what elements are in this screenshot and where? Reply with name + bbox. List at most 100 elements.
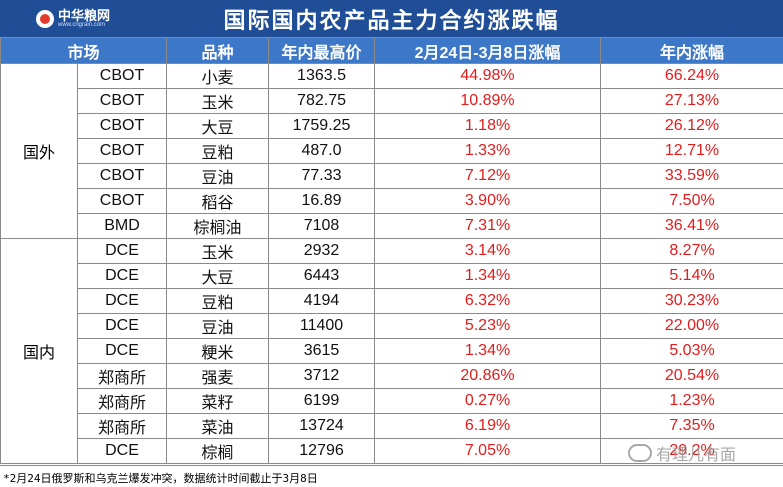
exchange-cell: 郑商所	[76, 363, 168, 389]
ytd-change-cell: 7.35%	[600, 413, 783, 439]
footnote: *2月24日俄罗斯和乌克兰爆发冲突，数据统计时间截止于3月8日	[0, 465, 783, 487]
product-cell: 豆粕	[166, 288, 270, 314]
exchange-cell: CBOT	[76, 163, 168, 189]
column-header: 年内最高价	[268, 37, 376, 64]
page-title: 国际国内农产品主力合约涨跌幅	[223, 7, 560, 33]
table-row: DCE 大豆 6443 1.34% 5.14%	[1, 263, 783, 289]
table-row: 郑商所 菜油 13724 6.19% 7.35%	[1, 413, 783, 439]
exchange-cell: 郑商所	[76, 388, 168, 414]
period-change-cell: 7.31%	[374, 213, 602, 239]
high-price-cell: 77.33	[268, 163, 376, 189]
exchange-cell: 郑商所	[76, 413, 168, 439]
futures-table: 市场 品种 年内最高价 2月24日-3月8日涨幅 年内涨幅 国外 CBOT 小麦 1363.5…	[0, 37, 783, 464]
table-row: CBOT 大豆 1759.25 1.18% 26.12%	[1, 113, 783, 139]
ytd-change-cell: 33.59%	[600, 163, 783, 189]
product-cell: 豆粕	[166, 138, 270, 164]
title-banner: 中华粮网 www.cngrain.com 国际国内农产品主力合约涨跌幅	[0, 0, 783, 37]
market-group-cell: 国内	[0, 238, 78, 464]
high-price-cell: 16.89	[268, 188, 376, 214]
product-cell: 菜籽	[166, 388, 270, 414]
product-cell: 粳米	[166, 338, 270, 364]
high-price-cell: 3712	[268, 363, 376, 389]
high-price-cell: 6443	[268, 263, 376, 289]
ytd-change-cell: 20.54%	[600, 363, 783, 389]
period-change-cell: 7.12%	[374, 163, 602, 189]
ytd-change-cell: 22.00%	[600, 313, 783, 339]
table-row: 郑商所 强麦 3712 20.86% 20.54%	[1, 363, 783, 389]
table-row: DCE 豆油 11400 5.23% 22.00%	[1, 313, 783, 339]
period-change-cell: 10.89%	[374, 88, 602, 114]
column-header: 市场	[0, 37, 168, 64]
high-price-cell: 3615	[268, 338, 376, 364]
product-cell: 强麦	[166, 363, 270, 389]
exchange-cell: BMD	[76, 213, 168, 239]
product-cell: 小麦	[166, 63, 270, 89]
high-price-cell: 2932	[268, 238, 376, 264]
logo: 中华粮网 www.cngrain.com	[36, 6, 110, 32]
table-row: CBOT 玉米 782.75 10.89% 27.13%	[1, 88, 783, 114]
high-price-cell: 11400	[268, 313, 376, 339]
ytd-change-cell: 7.50%	[600, 188, 783, 214]
high-price-cell: 4194	[268, 288, 376, 314]
period-change-cell: 6.32%	[374, 288, 602, 314]
high-price-cell: 13724	[268, 413, 376, 439]
exchange-cell: DCE	[76, 288, 168, 314]
column-header: 2月24日-3月8日涨幅	[374, 37, 602, 64]
ytd-change-cell: 5.03%	[600, 338, 783, 364]
product-cell: 稻谷	[166, 188, 270, 214]
table-row: DCE 粳米 3615 1.34% 5.03%	[1, 338, 783, 364]
exchange-cell: CBOT	[76, 113, 168, 139]
table-row: 郑商所 菜籽 6199 0.27% 1.23%	[1, 388, 783, 414]
period-change-cell: 1.18%	[374, 113, 602, 139]
exchange-cell: CBOT	[76, 88, 168, 114]
exchange-cell: DCE	[76, 238, 168, 264]
exchange-cell: CBOT	[76, 138, 168, 164]
product-cell: 棕榈油	[166, 213, 270, 239]
table-header-row: 市场 品种 年内最高价 2月24日-3月8日涨幅 年内涨幅	[0, 37, 783, 64]
table-body: 国外 CBOT 小麦 1363.5 44.98% 66.24% CBOT 玉米 782.75 10…	[0, 63, 783, 464]
product-cell: 豆油	[166, 313, 270, 339]
market-group-cell: 国外	[0, 63, 78, 239]
period-change-cell: 20.86%	[374, 363, 602, 389]
high-price-cell: 1363.5	[268, 63, 376, 89]
period-change-cell: 7.05%	[374, 438, 602, 464]
high-price-cell: 7108	[268, 213, 376, 239]
ytd-change-cell: 12.71%	[600, 138, 783, 164]
logo-url: www.cngrain.com	[58, 22, 106, 28]
exchange-cell: CBOT	[76, 188, 168, 214]
product-cell: 菜油	[166, 413, 270, 439]
exchange-cell: DCE	[76, 263, 168, 289]
period-change-cell: 6.19%	[374, 413, 602, 439]
table-row: 国内 DCE 玉米 2932 3.14% 8.27%	[0, 238, 783, 464]
ytd-change-cell: 36.41%	[600, 213, 783, 239]
watermark: 有理儿有面	[628, 441, 736, 465]
ytd-change-cell: 5.14%	[600, 263, 783, 289]
period-change-cell: 5.23%	[374, 313, 602, 339]
ytd-change-cell: 1.23%	[600, 388, 783, 414]
high-price-cell: 782.75	[268, 88, 376, 114]
period-change-cell: 1.33%	[374, 138, 602, 164]
product-cell: 豆油	[166, 163, 270, 189]
table-row: CBOT 豆油 77.33 7.12% 33.59%	[1, 163, 783, 189]
table-row: DCE 豆粕 4194 6.32% 30.23%	[1, 288, 783, 314]
column-header: 品种	[166, 37, 270, 64]
high-price-cell: 1759.25	[268, 113, 376, 139]
logo-icon	[36, 10, 54, 28]
exchange-cell: DCE	[76, 338, 168, 364]
column-header: 年内涨幅	[600, 37, 783, 64]
high-price-cell: 6199	[268, 388, 376, 414]
ytd-change-cell: 27.13%	[600, 88, 783, 114]
ytd-change-cell: 66.24%	[600, 63, 783, 89]
exchange-cell: CBOT	[76, 63, 168, 89]
exchange-cell: DCE	[76, 313, 168, 339]
period-change-cell: 1.34%	[374, 338, 602, 364]
exchange-cell: DCE	[76, 438, 168, 464]
ytd-change-cell: 30.23%	[600, 288, 783, 314]
product-cell: 大豆	[166, 263, 270, 289]
product-cell: 玉米	[166, 88, 270, 114]
table-row: BMD 棕榈油 7108 7.31% 36.41%	[1, 213, 783, 239]
table-row: 国外 CBOT 小麦 1363.5 44.98% 66.24%	[0, 63, 783, 239]
period-change-cell: 1.34%	[374, 263, 602, 289]
table-row: CBOT 豆粕 487.0 1.33% 12.71%	[1, 138, 783, 164]
high-price-cell: 487.0	[268, 138, 376, 164]
